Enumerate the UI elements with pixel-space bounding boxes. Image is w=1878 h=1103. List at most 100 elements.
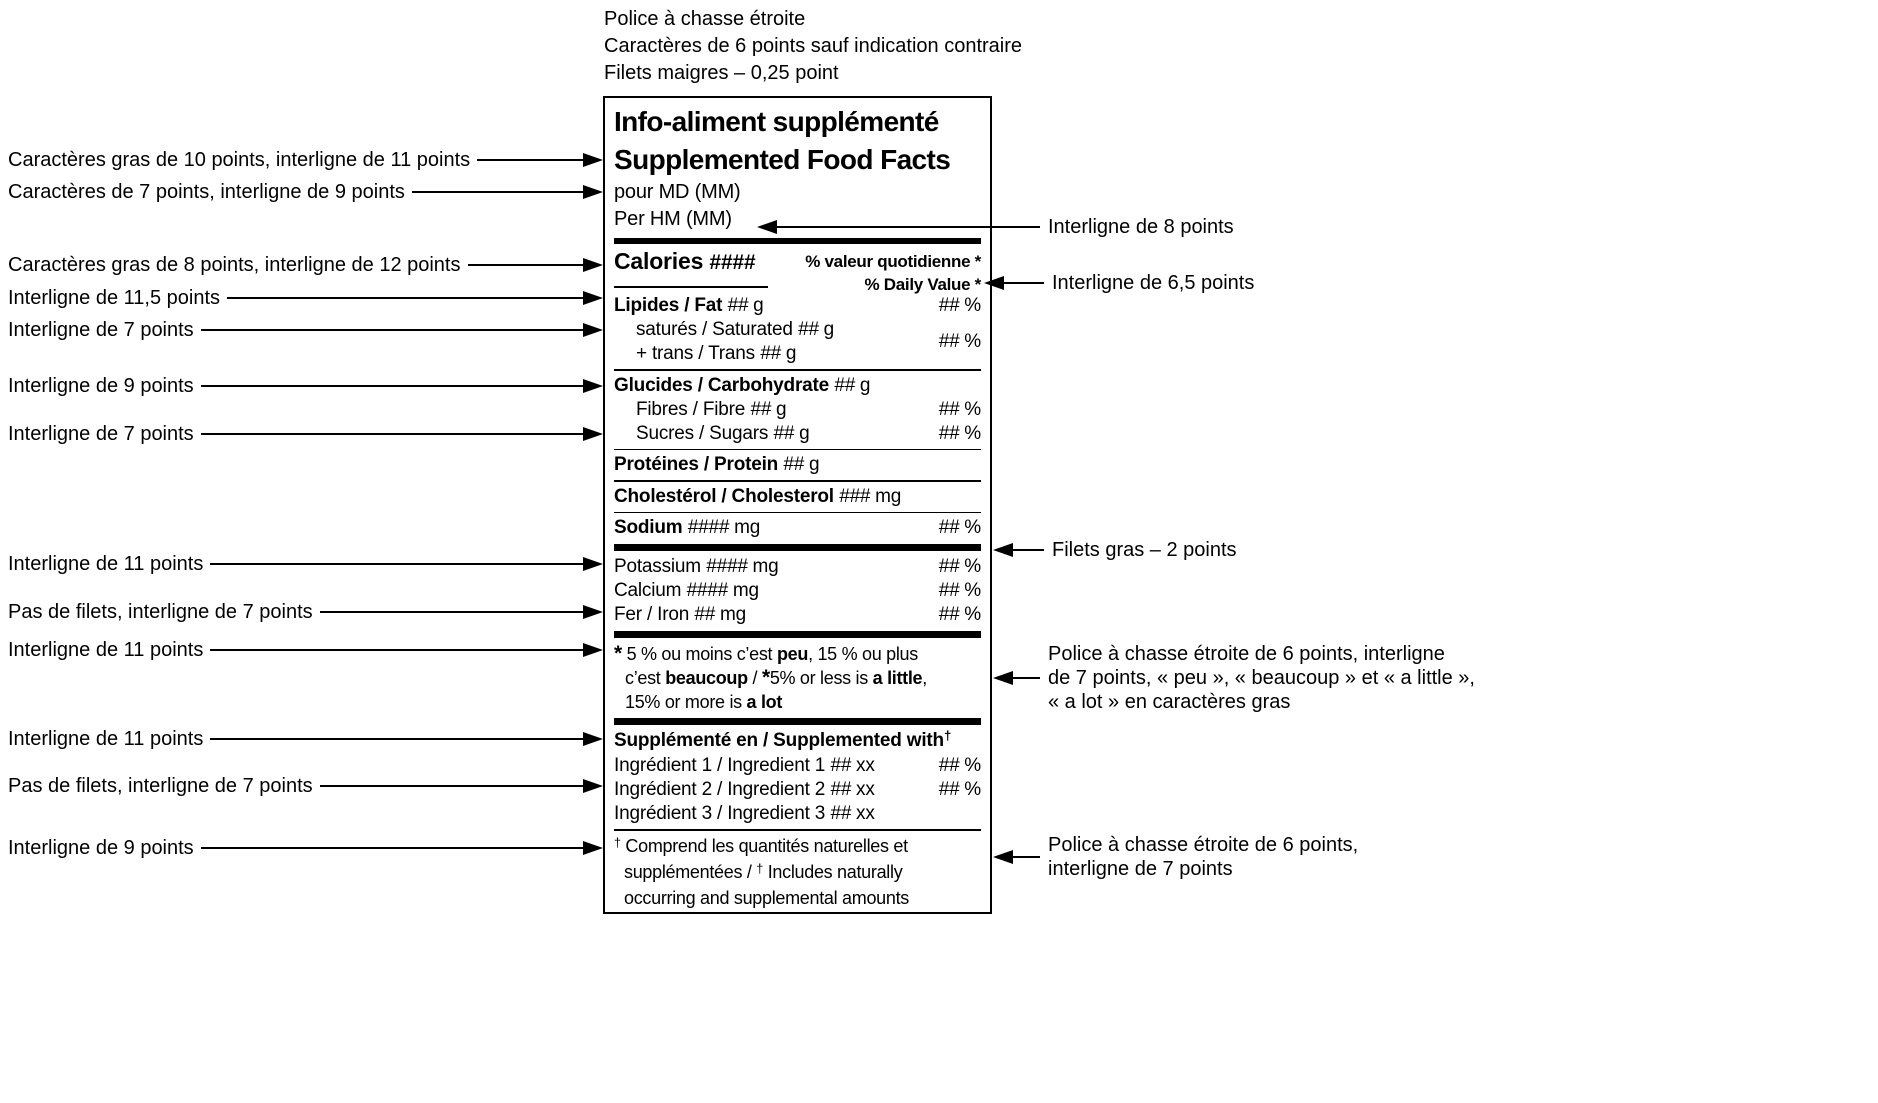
- text-run: ,: [922, 668, 927, 688]
- thick-rule-top: [614, 238, 981, 244]
- right-annotation: Filets gras – 2 points: [993, 538, 1237, 562]
- daily-value-cell: ## %: [938, 603, 981, 627]
- left-annotation: Interligne de 11 points: [8, 636, 603, 664]
- annotation-text: Interligne de 11 points: [8, 638, 204, 661]
- daily-value-cell: ## %: [938, 330, 981, 354]
- text-run: + trans / Trans: [636, 343, 761, 364]
- nutrient-row: Sodium #### mg ## %: [614, 516, 981, 540]
- nutrient-name: Fibres / Fibre ## g: [614, 398, 787, 422]
- spec-note-line: Caractères de 6 points sauf indication c…: [604, 35, 1023, 57]
- annotation-text: Caractères gras de 10 points, interligne…: [8, 148, 471, 171]
- text-run: %: [959, 398, 981, 420]
- text-run: mg: [747, 556, 779, 577]
- arrow-left-icon: [993, 543, 1013, 557]
- nutrient-row: Sucres / Sugars ## g ## %: [614, 422, 981, 446]
- daily-value-cell: ## %: [938, 579, 981, 603]
- text-run: Lipides / Fat: [614, 295, 728, 316]
- nutrient-rows: Lipides / Fat ## g ## % saturés / Saturate…: [614, 294, 981, 910]
- text-run: beaucoup: [665, 668, 748, 688]
- arrow-right-icon: [583, 557, 603, 571]
- label-title-fr: Info-aliment supplémenté: [614, 106, 939, 137]
- arrow-line: [200, 328, 583, 332]
- text-run: c’est: [625, 668, 666, 688]
- right-annotation: Interligne de 6,5 points: [984, 271, 1254, 295]
- arrow-line: [200, 432, 583, 436]
- right-annotation: Police à chasse étroite de 6 points, int…: [993, 833, 1358, 881]
- text-run: ##: [783, 454, 804, 475]
- text-run: %: [959, 331, 981, 352]
- dv-header-en: % Daily Value *: [864, 275, 982, 294]
- text-run: ####: [687, 517, 730, 538]
- annotation-line: Police à chasse étroite de 6 points,: [1048, 834, 1359, 856]
- label-title-en: Supplemented Food Facts: [614, 144, 951, 175]
- arrow-line: [1013, 676, 1040, 680]
- nutrient-name: Ingrédient 3 / Ingredient 3 ## xx: [614, 802, 875, 826]
- annotation-line: Filets gras – 2 points: [1052, 539, 1237, 561]
- left-annotation: Interligne de 11 points: [8, 725, 603, 753]
- calories-line: Calories ####: [614, 248, 755, 275]
- text-run: %: [959, 517, 981, 538]
- daily-value-cell: ## %: [938, 516, 981, 540]
- arrow-line: [200, 384, 583, 388]
- text-run: 15% or more is: [625, 692, 747, 712]
- text-run: /: [747, 668, 762, 688]
- text-run: Supplémenté en / Supplemented with: [614, 730, 944, 751]
- text-run: ####: [686, 580, 728, 601]
- text-run: Includes naturally: [763, 861, 903, 882]
- text-run: Cholestérol / Cholesterol: [614, 485, 839, 507]
- text-run: peu: [776, 644, 809, 664]
- text-run: Fibres / Fibre: [636, 398, 751, 420]
- nutrient-name: Cholestérol / Cholesterol ### mg: [614, 485, 901, 509]
- text-run: %: [959, 556, 981, 577]
- text-run: %: [959, 604, 981, 625]
- text-run: ##: [938, 580, 960, 601]
- arrow-line: [319, 610, 583, 614]
- nutrition-label: Info-aliment supplémenté Supplemented Fo…: [603, 96, 992, 914]
- annotation-text: Pas de filets, interligne de 7 points: [8, 774, 313, 797]
- left-annotation: Interligne de 7 points: [8, 316, 603, 344]
- daily-value-cell: ## %: [938, 778, 981, 802]
- calories-value: ####: [709, 251, 756, 274]
- annotation-text: Interligne de 8 points: [1040, 215, 1234, 239]
- text-run: %: [959, 422, 981, 444]
- arrow-line: [411, 190, 583, 194]
- nutrient-row: Ingrédient 2 / Ingredient 2 ## xx ## %: [614, 778, 981, 802]
- thick-rule: [614, 718, 981, 725]
- text-run: Ingrédient 2 / Ingredient 2: [614, 779, 831, 800]
- annotation-text: Interligne de 9 points: [8, 836, 194, 859]
- text-run: mg: [714, 604, 746, 625]
- annotation-text: Filets gras – 2 points: [1044, 538, 1237, 562]
- text-run: ##: [727, 295, 749, 316]
- text-run: ##: [938, 556, 960, 577]
- nutrient-name: Potassium #### mg: [614, 555, 779, 579]
- thin-rule: [614, 448, 981, 450]
- text-run: g: [818, 319, 835, 340]
- text-run: %: [959, 295, 981, 316]
- dv-header-fr: % valeur quotidienne *: [805, 252, 981, 271]
- arrow-line: [210, 648, 583, 652]
- text-run: Sucres / Sugars: [636, 422, 774, 444]
- text-run: Calcium: [614, 580, 687, 601]
- text-run: %: [959, 755, 981, 776]
- text-run: saturés / Saturated: [636, 319, 798, 340]
- text-run: ##: [834, 374, 855, 396]
- text-run: 5% or less is: [769, 668, 873, 688]
- annotation-text: Interligne de 11 points: [8, 552, 204, 575]
- text-run: mg: [727, 580, 759, 601]
- thick-rule: [614, 631, 981, 638]
- nutrient-subline: + trans / Trans ## g: [614, 342, 834, 366]
- nutrient-row: Ingrédient 3 / Ingredient 3 ## xx: [614, 802, 981, 826]
- footnote-line: † Comprend les quantités naturelles et: [614, 834, 981, 860]
- text-run: , 15 % ou plus: [808, 644, 918, 664]
- left-annotation: Interligne de 11 points: [8, 550, 603, 578]
- arrow-line: [319, 784, 583, 788]
- thick-rule: [614, 544, 981, 551]
- arrow-line: [1013, 548, 1044, 552]
- annotation-text: Caractères de 7 points, interligne de 9 …: [8, 180, 405, 203]
- left-annotation: Caractères gras de 10 points, interligne…: [8, 146, 603, 174]
- arrow-line: [1013, 855, 1040, 859]
- text-run: ##: [773, 422, 794, 444]
- footnote-line: 15% or more is a lot: [614, 690, 981, 714]
- nutrient-subline: saturés / Saturated ## g: [614, 318, 834, 342]
